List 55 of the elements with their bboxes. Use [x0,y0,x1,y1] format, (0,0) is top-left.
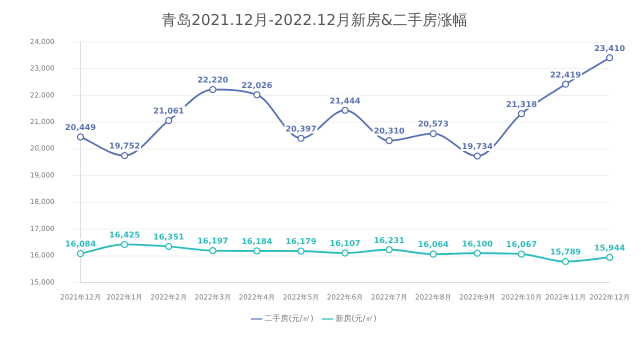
data-label: 16,425 [109,230,140,240]
data-label: 15,789 [550,248,582,257]
point [165,116,172,124]
data-label: 21,061 [153,106,185,116]
data-label: 21,444 [330,96,361,106]
point [120,240,128,248]
legend-label: 新房(元/㎡) [336,314,376,324]
data-label: 16,100 [462,239,494,248]
data-label: 16,064 [418,240,450,250]
data-label: 16,197 [197,236,228,246]
data-label: 22,026 [241,80,273,90]
point [562,258,570,266]
point [518,110,526,118]
data-label: 20,397 [286,124,316,134]
point [209,247,216,254]
point [297,134,305,142]
data-label: 16,179 [286,237,317,246]
point [341,106,349,114]
point [165,242,172,250]
data-label: 20,449 [65,123,96,132]
data-label: 21,318 [506,100,538,109]
legend-label: 二手房(元/㎡) [264,314,314,324]
data-label: 16,107 [330,239,361,248]
point [341,249,349,257]
data-label: 23,410 [594,44,626,53]
point [474,250,481,257]
data-label: 16,067 [506,240,537,250]
point [606,254,614,261]
data-label: 19,734 [462,142,494,152]
point [120,152,128,160]
data-label: 16,351 [153,232,185,242]
point [297,247,305,255]
chart-title: 青岛2021.12月-2022.12月新房&二手房涨幅 [161,10,468,29]
point [76,133,84,141]
point [253,247,260,255]
point [430,130,437,138]
point [606,54,614,62]
point [518,250,526,258]
data-label: 16,184 [241,237,273,246]
data-label: 22,419 [550,70,582,80]
point [76,250,84,258]
point [430,250,437,258]
point [209,86,216,94]
data-label: 22,220 [197,76,229,85]
point [562,80,570,88]
point [474,152,481,160]
data-label: 20,310 [374,126,406,136]
point [386,246,393,254]
data-label: 20,573 [418,120,449,129]
point [386,137,393,144]
data-label: 16,231 [374,236,406,245]
point [253,91,260,98]
data-label: 19,752 [109,142,140,151]
data-label: 16,084 [65,240,96,249]
data-label: 15,944 [594,243,626,252]
